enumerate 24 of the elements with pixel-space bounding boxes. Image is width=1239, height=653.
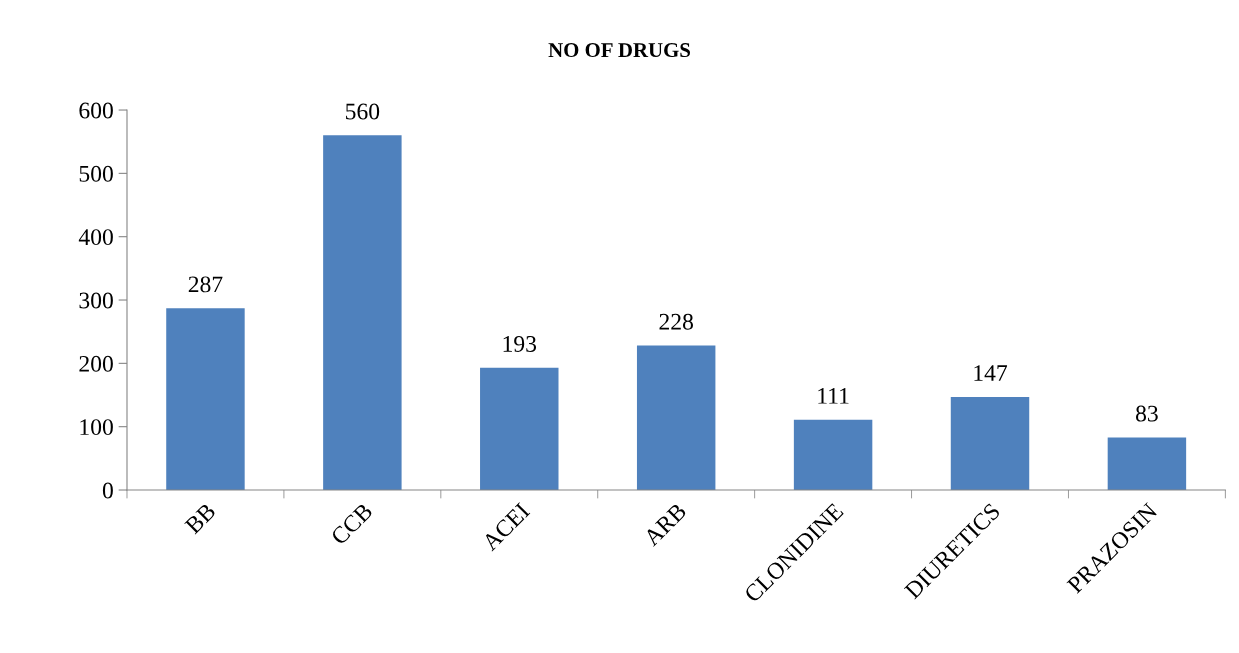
x-tick-label: BB xyxy=(184,502,217,535)
x-tick-label: CCB xyxy=(330,502,374,546)
data-label: 147 xyxy=(974,365,1008,381)
y-tick-label: 100 xyxy=(80,419,113,436)
bar xyxy=(636,345,716,491)
y-tick-label: 300 xyxy=(79,292,113,309)
data-label: 83 xyxy=(1136,405,1158,422)
data-label: 228 xyxy=(659,313,693,330)
data-label: 287 xyxy=(188,276,223,293)
bar xyxy=(480,367,559,491)
y-tick-label: 400 xyxy=(78,229,113,246)
y-tick-label: 500 xyxy=(79,165,113,182)
bar xyxy=(950,396,1030,491)
chart-title: NO OF DRUGS xyxy=(548,43,690,58)
data-label: 193 xyxy=(503,336,537,352)
bar xyxy=(166,308,245,491)
y-tick-label: 600 xyxy=(79,102,113,119)
y-tick-label: 0 xyxy=(102,482,113,499)
data-label: 111 xyxy=(818,387,849,404)
bar xyxy=(323,135,402,491)
bar xyxy=(793,419,873,491)
data-label: 560 xyxy=(346,103,380,120)
bar xyxy=(1107,437,1187,491)
y-tick-label: 200 xyxy=(79,355,113,372)
